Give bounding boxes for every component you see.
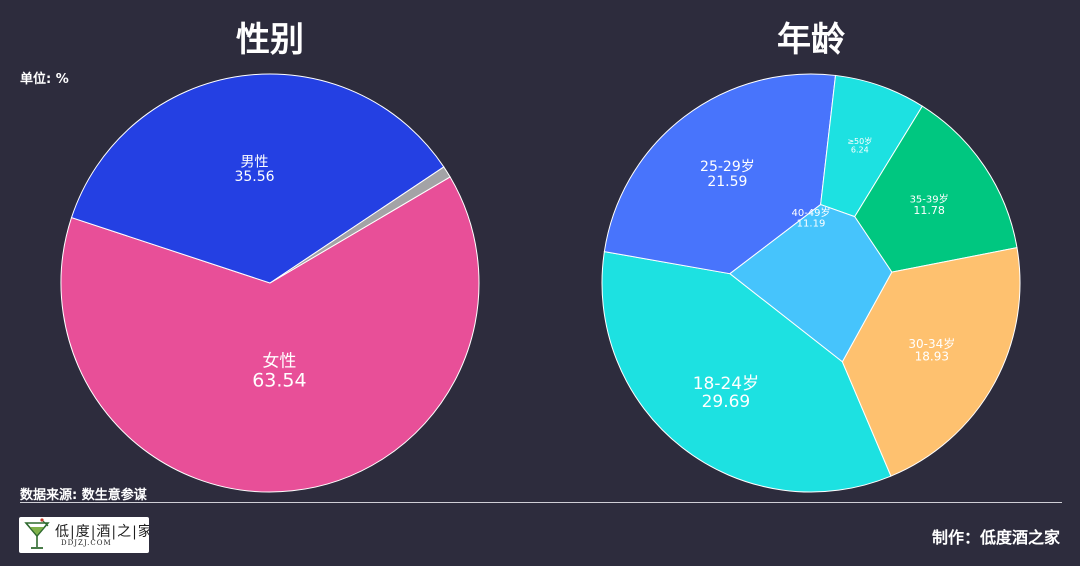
age-chart-title: 年龄	[777, 20, 845, 60]
unit-label: 单位: %	[20, 72, 69, 87]
logo-name: 低|度|酒|之|家	[55, 524, 149, 540]
age-slice-value-label: 29.69	[702, 392, 751, 412]
logo-domain: DDJZJ.COM	[61, 539, 112, 547]
age-slice-category-label: 25-29岁	[700, 159, 755, 175]
gender-slice-value-label: 63.54	[252, 369, 306, 391]
footer-divider	[20, 502, 1062, 503]
age-slice-4	[841, 247, 1021, 477]
gender-slice-category-label: 男性	[241, 154, 269, 170]
age-slice-value-label: 21.59	[707, 174, 747, 190]
data-source-label: 数据来源: 数生意参谋	[20, 488, 147, 503]
gender-slice-other	[269, 166, 451, 284]
age-slice-1	[603, 73, 837, 275]
age-slice-category-label: 40-49岁	[791, 206, 830, 219]
age-slice-category-label: ≥50岁	[847, 136, 872, 146]
cocktail-glass-icon	[24, 518, 50, 549]
gender-slice-category-label: 女性	[262, 352, 296, 372]
gender-chart-title: 性别	[236, 20, 304, 60]
gender-slice-value-label: 35.56	[234, 169, 274, 185]
age-slice-value-label: 11.78	[913, 204, 945, 217]
age-slice-category-label: 30-34岁	[908, 336, 955, 351]
logo: 低|度|酒|之|家 DDJZJ.COM	[19, 517, 149, 553]
age-slice-category-label: 18-24岁	[693, 374, 759, 394]
maker-label: 制作：低度酒之家	[931, 528, 1060, 547]
age-slice-3	[854, 105, 1018, 273]
age-slice-5	[729, 204, 893, 363]
age-slice-value-label: 11.19	[797, 219, 826, 230]
gender-slice-male	[70, 73, 445, 284]
age-slice-0	[601, 251, 892, 493]
age-slice-value-label: 6.24	[851, 145, 869, 154]
age-slice-category-label: 35-39岁	[910, 192, 949, 205]
age-slice-value-label: 18.93	[915, 349, 949, 363]
gender-slice-female	[60, 176, 480, 493]
